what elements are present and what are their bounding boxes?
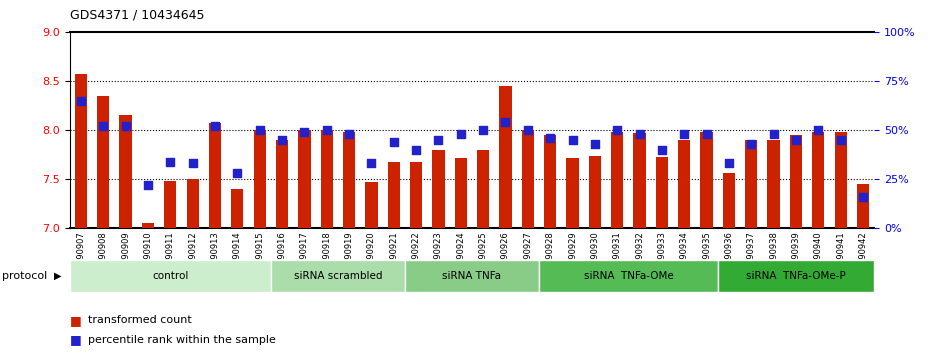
Point — [431, 137, 445, 143]
Bar — [254, 130, 266, 228]
Bar — [589, 156, 601, 228]
Point — [722, 161, 737, 166]
Point — [386, 139, 401, 145]
Bar — [678, 140, 690, 228]
Bar — [633, 133, 645, 228]
Point — [364, 161, 379, 166]
Text: siRNA  TNFa-OMe: siRNA TNFa-OMe — [583, 271, 673, 281]
Bar — [723, 173, 735, 228]
Point — [163, 159, 178, 164]
Bar — [566, 158, 578, 228]
Point — [230, 171, 245, 176]
Text: protocol: protocol — [2, 271, 47, 281]
Bar — [477, 150, 489, 228]
Point — [789, 137, 804, 143]
Bar — [187, 179, 199, 228]
Text: ■: ■ — [70, 333, 82, 346]
Point — [699, 131, 714, 137]
Text: transformed count: transformed count — [88, 315, 193, 325]
Bar — [232, 189, 244, 228]
Bar — [343, 132, 355, 228]
Bar — [745, 140, 757, 228]
Bar — [455, 158, 467, 228]
Text: control: control — [153, 271, 189, 281]
Bar — [388, 161, 400, 228]
Text: siRNA scrambled: siRNA scrambled — [294, 271, 382, 281]
Point — [677, 131, 692, 137]
Bar — [209, 123, 221, 228]
Point — [252, 127, 267, 133]
Point — [588, 141, 603, 147]
Text: GDS4371 / 10434645: GDS4371 / 10434645 — [70, 9, 205, 22]
Bar — [119, 115, 132, 228]
Point — [207, 123, 222, 129]
Text: siRNA TNFa: siRNA TNFa — [443, 271, 501, 281]
Bar — [70, 260, 271, 292]
Bar — [857, 184, 870, 228]
Point — [565, 137, 580, 143]
Point — [408, 147, 423, 153]
Point — [811, 127, 826, 133]
Text: siRNA  TNFa-OMe-P: siRNA TNFa-OMe-P — [746, 271, 846, 281]
Point — [118, 123, 133, 129]
Bar — [321, 130, 333, 228]
Point — [498, 119, 513, 125]
Bar — [812, 132, 825, 228]
Bar — [74, 74, 87, 228]
Bar — [97, 96, 110, 228]
Point — [744, 141, 759, 147]
Bar — [656, 156, 668, 228]
Bar — [276, 140, 288, 228]
Bar — [432, 150, 445, 228]
Point — [274, 137, 289, 143]
Point — [73, 98, 88, 103]
Bar — [299, 130, 311, 228]
Point — [297, 129, 312, 135]
Text: ■: ■ — [70, 314, 82, 327]
Bar — [141, 223, 154, 228]
Point — [766, 131, 781, 137]
Bar — [767, 140, 779, 228]
Bar — [499, 86, 512, 228]
Point — [521, 127, 536, 133]
Bar — [700, 132, 712, 228]
Point — [453, 131, 468, 137]
Point — [96, 123, 111, 129]
Bar — [834, 132, 847, 228]
Bar — [410, 161, 422, 228]
Bar — [405, 260, 539, 292]
Bar — [539, 260, 718, 292]
Point — [140, 182, 155, 188]
Bar — [718, 260, 874, 292]
Bar — [271, 260, 405, 292]
Point — [610, 127, 625, 133]
Point — [543, 135, 558, 141]
Bar — [365, 182, 378, 228]
Point — [476, 127, 491, 133]
Point — [319, 127, 334, 133]
Bar — [611, 132, 623, 228]
Point — [632, 131, 647, 137]
Bar — [165, 181, 177, 228]
Bar — [522, 130, 534, 228]
Point — [833, 137, 848, 143]
Point — [185, 161, 200, 166]
Bar — [790, 135, 803, 228]
Text: percentile rank within the sample: percentile rank within the sample — [88, 335, 276, 345]
Point — [856, 194, 870, 200]
Text: ▶: ▶ — [54, 271, 61, 281]
Point — [341, 131, 356, 137]
Bar — [544, 135, 556, 228]
Point — [655, 147, 670, 153]
